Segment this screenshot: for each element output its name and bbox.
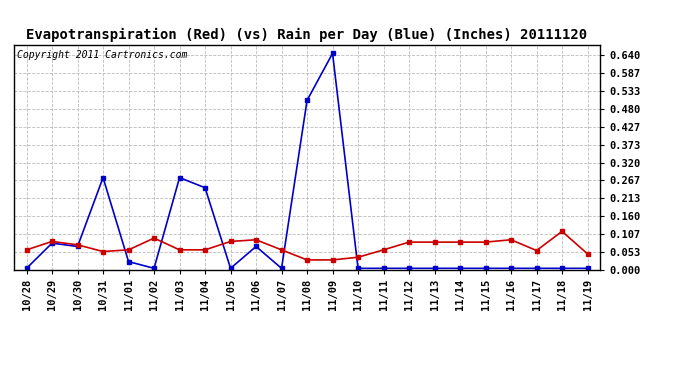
- Title: Evapotranspiration (Red) (vs) Rain per Day (Blue) (Inches) 20111120: Evapotranspiration (Red) (vs) Rain per D…: [26, 28, 588, 42]
- Text: Copyright 2011 Cartronics.com: Copyright 2011 Cartronics.com: [17, 50, 187, 60]
